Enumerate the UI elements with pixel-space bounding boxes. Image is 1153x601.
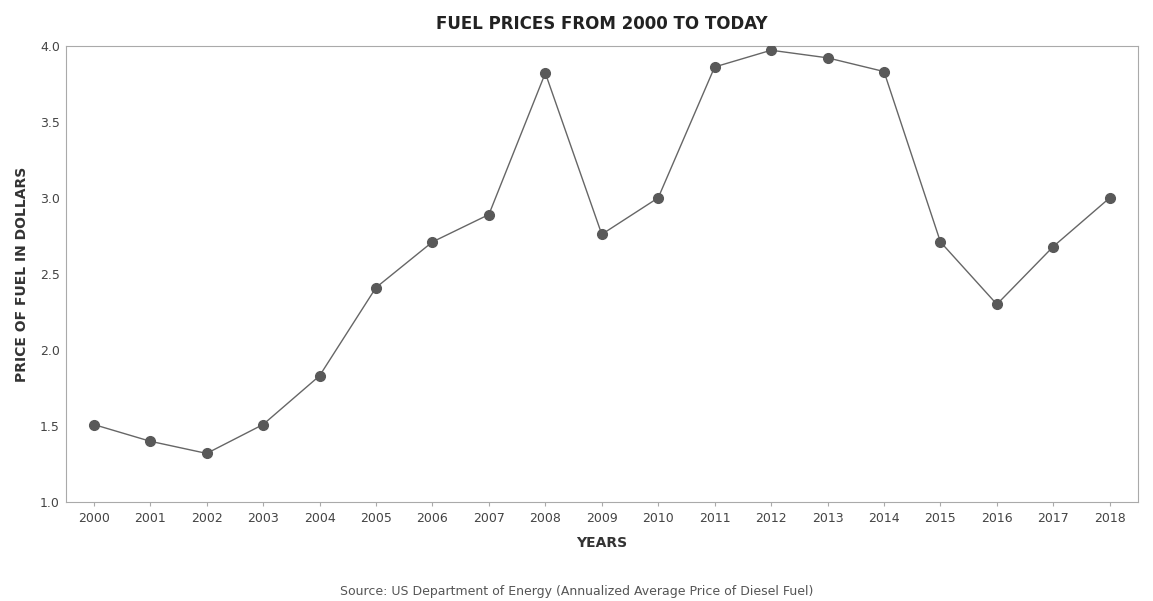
Title: FUEL PRICES FROM 2000 TO TODAY: FUEL PRICES FROM 2000 TO TODAY (436, 15, 768, 33)
Text: Source: US Department of Energy (Annualized Average Price of Diesel Fuel): Source: US Department of Energy (Annuali… (340, 585, 813, 598)
Y-axis label: PRICE OF FUEL IN DOLLARS: PRICE OF FUEL IN DOLLARS (15, 166, 29, 382)
X-axis label: YEARS: YEARS (576, 536, 627, 550)
